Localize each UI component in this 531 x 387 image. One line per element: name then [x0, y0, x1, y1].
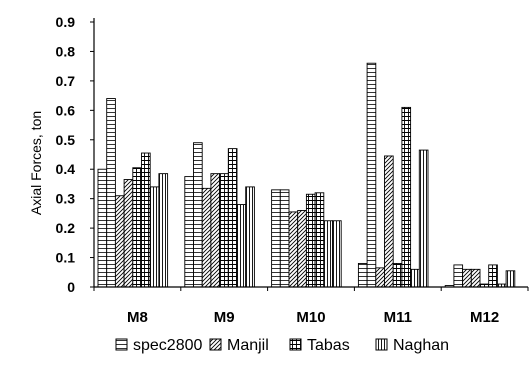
- y-tick-label: 0.1: [56, 250, 76, 266]
- bar-spec2800-M11: [366, 62, 377, 288]
- bar-Manjil-M8: [114, 195, 125, 288]
- y-tick-label: 0.7: [56, 73, 76, 89]
- legend-label-Naghan: Naghan: [393, 337, 449, 354]
- x-tick-label-M9: M9: [214, 309, 235, 326]
- y-axis-label: Axial Forces, ton: [28, 111, 44, 215]
- bar-spec2800-M10: [271, 189, 281, 288]
- bar-Naghan-M8: [158, 173, 169, 288]
- bar-Naghan-M9: [245, 186, 255, 288]
- y-tick-label: 0: [67, 279, 75, 295]
- bar-Tabas-M10: [305, 193, 316, 288]
- bar-Tabas-M10: [314, 192, 325, 288]
- legend-swatch-Naghan: [375, 338, 388, 351]
- y-tick-label: 0.8: [56, 43, 76, 59]
- bar-Manjil-M8: [123, 179, 134, 288]
- bar-Naghan-M12: [505, 270, 516, 288]
- y-tick-label: 0.6: [56, 102, 76, 118]
- bar-Tabas-M9: [227, 148, 238, 288]
- bar-Manjil-M11: [375, 267, 385, 288]
- y-tick-label: 0.4: [56, 161, 76, 177]
- bar-Manjil-M10: [297, 209, 307, 288]
- x-axis-categories: M8 M9 M10 M11 M12: [127, 309, 499, 326]
- bar-spec2800-M8: [106, 98, 116, 288]
- axes: [93, 18, 529, 291]
- y-axis: 0 0.1 0.2 0.3 0.4 0.5 0.6 0.7 0.8 0.9: [56, 14, 94, 295]
- bar-Tabas-M8: [132, 167, 142, 288]
- bar-Manjil-M9: [201, 187, 212, 288]
- bar-Naghan-M8: [149, 186, 160, 288]
- bar-group: [97, 62, 516, 288]
- bar-spec2800-M8: [97, 168, 108, 288]
- bar-spec2800-M9: [184, 176, 194, 288]
- legend: spec2800 Manjil Tabas Naghan: [115, 337, 449, 354]
- bar-Manjil-M9: [210, 173, 221, 288]
- x-tick-label-M10: M10: [296, 309, 325, 326]
- legend-label-Manjil: Manjil: [227, 337, 269, 354]
- bar-Naghan-M10: [332, 220, 342, 288]
- bar-Naghan-M11: [418, 149, 429, 288]
- bar-spec2800-M9: [193, 142, 203, 288]
- y-tick-label: 0.2: [56, 220, 76, 236]
- y-tick-label: 0.3: [56, 191, 76, 207]
- y-tick-label: 0.5: [56, 132, 76, 148]
- bar-Tabas-M8: [141, 152, 151, 288]
- x-tick-label-M12: M12: [470, 309, 499, 326]
- bar-Tabas-M9: [219, 173, 229, 288]
- y-tick-label: 0.9: [56, 14, 76, 30]
- bar-Naghan-M9: [236, 204, 247, 288]
- bar-Tabas-M12: [488, 264, 498, 288]
- bar-Manjil-M12: [462, 268, 472, 288]
- x-tick-label-M8: M8: [127, 309, 148, 326]
- bar-spec2800-M12: [453, 264, 464, 288]
- bar-Naghan-M10: [323, 220, 333, 288]
- legend-label-Tabas: Tabas: [307, 337, 350, 354]
- bar-Tabas-M11: [401, 106, 412, 288]
- bar-Naghan-M11: [410, 268, 420, 288]
- bar-Manjil-M11: [384, 155, 394, 288]
- legend-swatch-Manjil: [209, 338, 222, 351]
- bar-spec2800-M11: [357, 262, 368, 288]
- bar-spec2800-M10: [279, 189, 290, 288]
- bar-Manjil-M10: [288, 211, 299, 288]
- x-tick-label-M11: M11: [384, 309, 412, 326]
- legend-swatch-spec2800: [115, 338, 128, 351]
- legend-swatch-Tabas: [289, 338, 302, 351]
- bar-Tabas-M11: [392, 262, 403, 288]
- bar-Manjil-M12: [470, 268, 481, 288]
- legend-label-spec2800: spec2800: [133, 337, 202, 354]
